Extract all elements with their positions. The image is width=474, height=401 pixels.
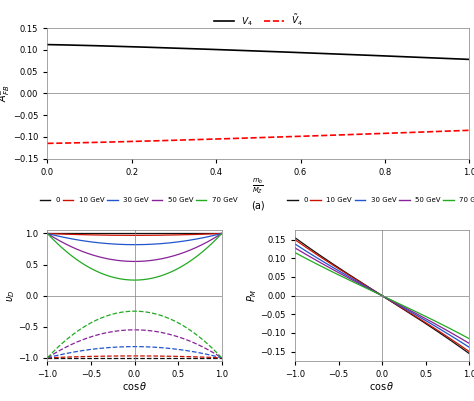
Legend: 0, 10 GeV, 30 GeV, 50 GeV, 70 GeV: 0, 10 GeV, 30 GeV, 50 GeV, 70 GeV bbox=[284, 195, 474, 206]
X-axis label: $\frac{m_b}{M_Z}$: $\frac{m_b}{M_Z}$ bbox=[252, 176, 264, 196]
X-axis label: $\cos\theta$: $\cos\theta$ bbox=[122, 380, 147, 392]
Y-axis label: $P_M$: $P_M$ bbox=[246, 289, 259, 302]
Legend: $V_4$, $\tilde{V}_4$: $V_4$, $\tilde{V}_4$ bbox=[210, 9, 306, 32]
Text: (a): (a) bbox=[252, 200, 265, 211]
Legend: 0, 10 GeV, 30 GeV, 50 GeV, 70 GeV: 0, 10 GeV, 30 GeV, 50 GeV, 70 GeV bbox=[37, 195, 240, 206]
X-axis label: $\cos\theta$: $\cos\theta$ bbox=[369, 380, 395, 392]
Y-axis label: $A^D_{FB}$: $A^D_{FB}$ bbox=[0, 85, 11, 102]
Y-axis label: $\upsilon_D$: $\upsilon_D$ bbox=[5, 290, 17, 302]
